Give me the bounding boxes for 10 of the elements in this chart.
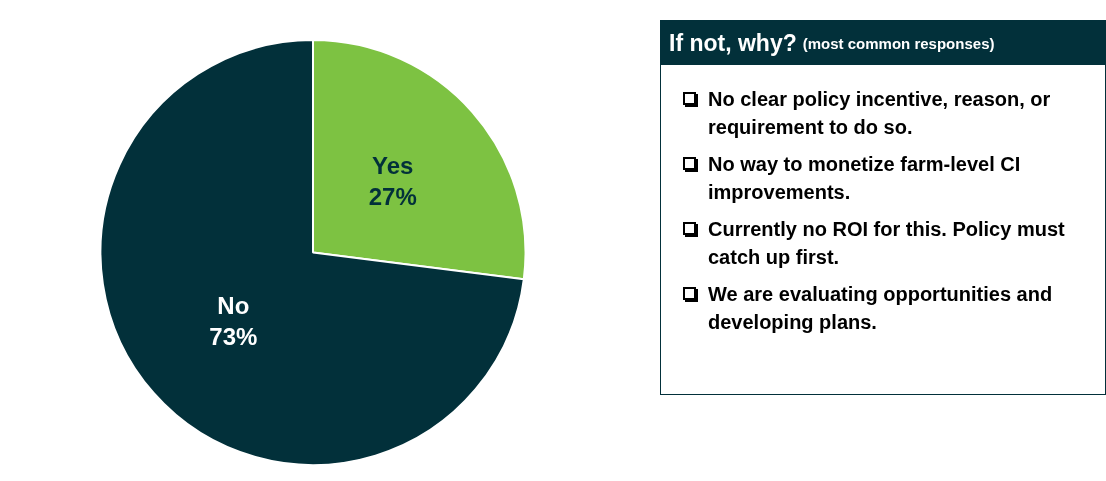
slice-label: No: [217, 292, 250, 320]
data-label: 73%: [209, 323, 258, 351]
text: If not, why?: [669, 29, 797, 57]
text: No way to monetize farm-level CI improvements.: [708, 152, 1022, 205]
text: Currently no ROI for this. Policy must catch up first.: [708, 217, 1066, 270]
data-label: 27%: [368, 182, 417, 210]
text: (most common responses): [802, 34, 995, 52]
text: No clear policy incentive, reason, or requirement to do so.: [708, 87, 1052, 140]
text: We are evaluating opportunities and developing plans.: [708, 282, 1054, 335]
slice-label: Yes: [372, 151, 414, 179]
